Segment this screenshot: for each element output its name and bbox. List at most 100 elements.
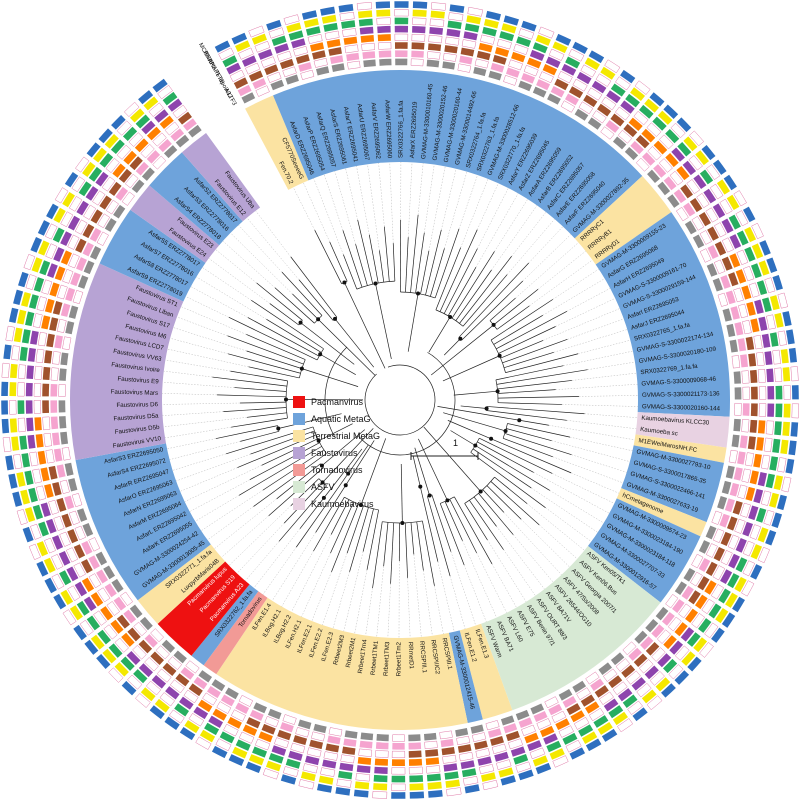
leaf-guide-line	[271, 532, 316, 601]
leaf-guide-line	[520, 519, 570, 568]
clade-band-ter	[459, 623, 513, 720]
marker-cell	[254, 738, 271, 751]
marker-cell	[733, 467, 743, 481]
marker-cell	[441, 747, 455, 756]
marker-cell	[145, 680, 162, 696]
marker-cell	[640, 636, 654, 650]
leaf-guide-line	[413, 554, 422, 638]
marker-cell	[683, 136, 698, 152]
marker-cell	[152, 132, 167, 147]
bootstrap-node	[343, 483, 348, 488]
marker-cell	[753, 334, 763, 350]
marker-cell	[175, 134, 190, 148]
leaf-guide-line	[552, 268, 599, 300]
marker-cell	[705, 525, 717, 540]
bootstrap-node	[346, 471, 351, 476]
marker-cell	[30, 237, 43, 253]
tree-branch	[504, 351, 554, 369]
marker-cell	[503, 723, 518, 734]
marker-cell	[306, 747, 322, 758]
marker-cell	[756, 280, 768, 296]
marker-cell	[5, 455, 14, 471]
marker-cell	[678, 603, 692, 619]
marker-cell	[320, 6, 336, 16]
marker-cell	[323, 22, 338, 32]
tree-branch	[453, 390, 498, 396]
marker-cell	[214, 40, 231, 53]
marker-cell	[104, 583, 117, 598]
marker-cell	[138, 90, 154, 105]
leaf-guide-line	[164, 426, 232, 439]
tree-backbone	[324, 346, 348, 438]
marker-cell	[375, 1, 391, 9]
tree-branch	[497, 389, 556, 394]
marker-cell	[734, 387, 742, 400]
leaf-guide-line	[293, 187, 315, 231]
marker-cell	[188, 683, 203, 697]
leaf-guide-line	[207, 506, 254, 541]
leaf-guide-line	[515, 242, 579, 299]
marker-cell	[41, 279, 53, 295]
marker-cell	[760, 454, 771, 470]
clade-band-aq	[448, 630, 483, 723]
marker-cell	[457, 744, 472, 753]
marker-cell	[409, 775, 424, 783]
marker-cell	[103, 624, 118, 640]
tree-branch	[322, 428, 374, 483]
marker-cell	[585, 671, 600, 685]
leaf-guide-line	[494, 199, 528, 252]
marker-cell	[74, 525, 87, 541]
marker-cell	[73, 544, 86, 559]
marker-cell	[129, 604, 143, 619]
leaf-guide-line	[567, 318, 624, 340]
marker-cell	[264, 715, 279, 728]
marker-cell	[487, 728, 502, 738]
tree-branch	[425, 229, 442, 296]
clade-band-asf	[481, 546, 661, 711]
marker-cell	[34, 417, 42, 431]
marker-cell	[565, 56, 581, 69]
marker-cell	[757, 546, 770, 564]
marker-cell	[731, 434, 740, 448]
marker-cell	[627, 700, 643, 715]
marker-cell	[750, 564, 763, 580]
marker-cell	[425, 749, 439, 757]
tree-branch	[504, 433, 572, 456]
marker-cell	[148, 102, 164, 117]
leaf-guide-line	[378, 162, 385, 227]
marker-cell	[543, 733, 558, 745]
marker-cell	[199, 729, 216, 743]
marker-cell	[427, 43, 442, 52]
tree-branch	[416, 521, 424, 571]
marker-cell	[733, 418, 741, 432]
marker-cell	[782, 421, 790, 436]
marker-cell	[704, 622, 719, 639]
marker-cell	[602, 668, 618, 682]
bootstrap-node	[320, 480, 325, 485]
marker-cell	[426, 59, 440, 68]
marker-cell	[560, 100, 576, 113]
marker-cell	[785, 458, 795, 474]
marker-cell	[376, 734, 389, 742]
marker-cell	[633, 110, 649, 126]
marker-cell	[498, 767, 514, 778]
marker-cell	[630, 87, 646, 101]
marker-cell	[769, 332, 779, 347]
leaf-guide-line	[291, 534, 332, 612]
tree-branch	[435, 247, 461, 311]
marker-cell	[123, 609, 137, 624]
marker-cell	[597, 721, 613, 735]
marker-cell	[429, 26, 444, 35]
marker-cell	[121, 632, 135, 647]
tree-branch	[461, 280, 524, 341]
tree-branch	[420, 250, 430, 295]
marker-cell	[518, 80, 532, 92]
marker-cell	[50, 383, 58, 397]
leaf-guide-line	[162, 381, 235, 388]
marker-cell	[667, 616, 682, 632]
tree-branch	[443, 338, 461, 356]
marker-cell	[36, 296, 48, 312]
marker-cell	[490, 736, 505, 746]
marker-cell	[168, 709, 185, 724]
